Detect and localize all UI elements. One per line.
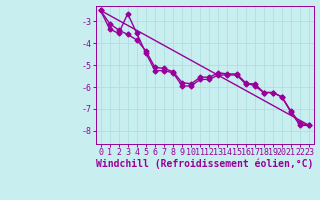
X-axis label: Windchill (Refroidissement éolien,°C): Windchill (Refroidissement éolien,°C) bbox=[96, 159, 314, 169]
